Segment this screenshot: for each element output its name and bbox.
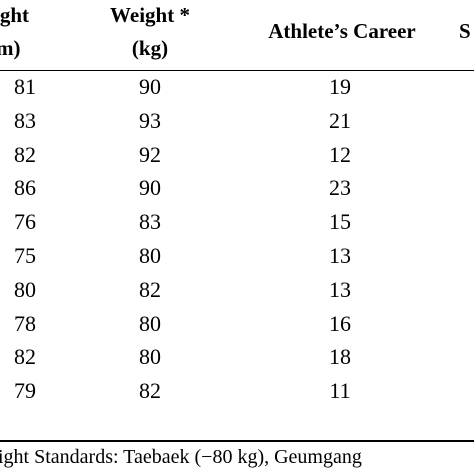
header-height-line1: ight — [0, 3, 30, 27]
cell-weight: 90 — [139, 175, 161, 201]
cell-weight: 80 — [139, 344, 161, 370]
cell-height: 75 — [14, 243, 36, 268]
cell-athlete-career: 21 — [329, 107, 351, 133]
cell-athlete-career: 18 — [329, 344, 351, 370]
cell-athlete-career: 19 — [329, 74, 351, 99]
cell-height: 82 — [14, 344, 36, 370]
cell-height: 86 — [14, 175, 36, 201]
header-cut-off: S — [459, 19, 471, 43]
bottom-rule — [0, 440, 474, 442]
cell-height: 76 — [14, 209, 36, 235]
cell-weight: 80 — [139, 243, 161, 268]
cell-athlete-career: 13 — [329, 276, 351, 302]
cell-height: 78 — [14, 310, 36, 336]
cell-athlete-career: 15 — [329, 209, 351, 235]
cell-athlete-career: 23 — [329, 175, 351, 201]
header-athletes-career: Athlete’s Career — [268, 19, 416, 43]
cell-athlete-career: 13 — [329, 243, 351, 268]
table-footnote: ight Standards: Taebaek (−80 kg), Geumga… — [0, 446, 362, 468]
cell-weight: 82 — [139, 276, 161, 302]
cell-height: 82 — [14, 141, 36, 167]
header-height-line2: m) — [0, 36, 21, 60]
cell-height: 80 — [14, 276, 36, 302]
cell-weight: 82 — [139, 378, 161, 404]
header-weight-line1: Weight * — [110, 3, 190, 27]
cell-athlete-career: 12 — [329, 141, 351, 167]
header-weight-line2: (kg) — [131, 36, 169, 60]
cell-height: 81 — [14, 74, 36, 99]
cell-weight: 80 — [139, 310, 161, 336]
cell-height: 83 — [14, 107, 36, 133]
cell-athlete-career: 11 — [329, 378, 351, 404]
cell-athlete-career: 16 — [329, 310, 351, 336]
cell-weight: 92 — [139, 141, 161, 167]
cell-weight: 90 — [139, 74, 161, 99]
cell-height: 79 — [14, 378, 36, 404]
cell-weight: 83 — [139, 209, 161, 235]
cell-weight: 93 — [139, 107, 161, 133]
header-rule — [0, 70, 474, 71]
